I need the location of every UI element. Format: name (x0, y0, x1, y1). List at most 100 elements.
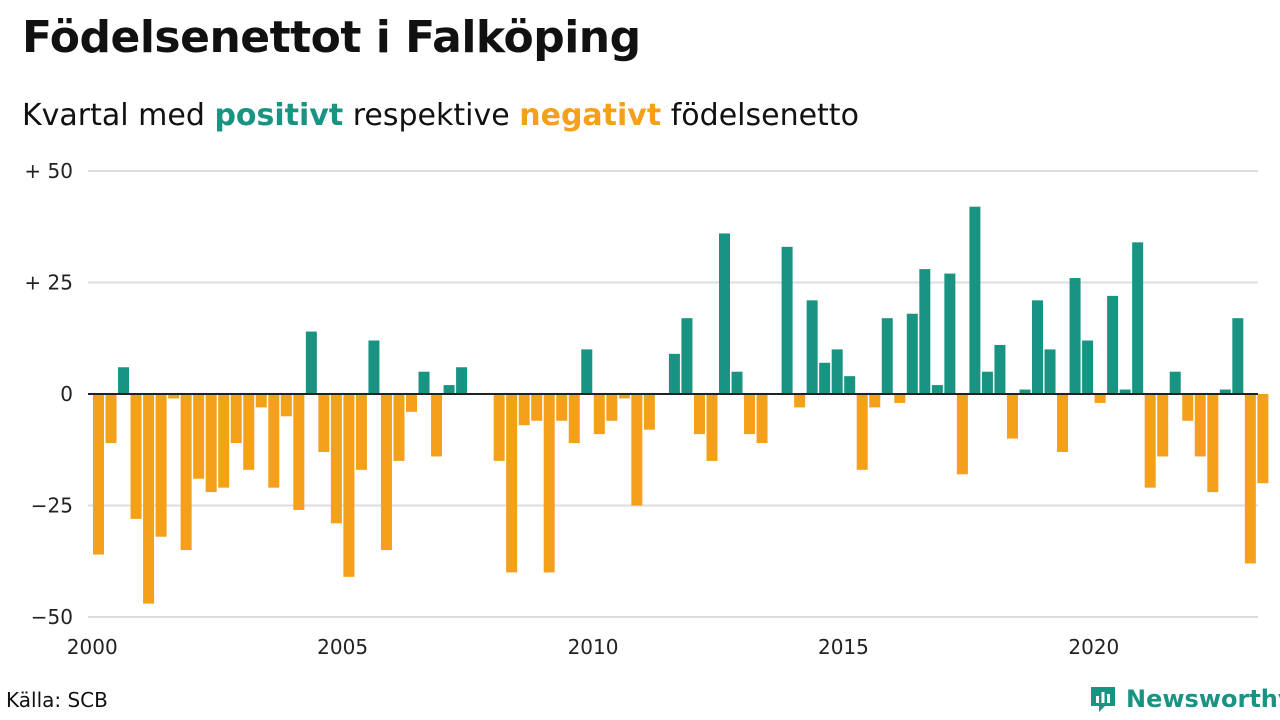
bar-negative (406, 394, 417, 412)
bar-positive (581, 349, 593, 394)
bar-positive (443, 385, 455, 394)
bar-negative (956, 394, 968, 475)
bar-negative (1144, 394, 1156, 488)
bar-negative (506, 394, 518, 573)
bar-negative (280, 394, 292, 417)
bar-positive (906, 313, 918, 394)
newsworthy-logo: Newsworthy (1088, 684, 1280, 714)
y-tick-label: −25 (31, 494, 73, 518)
bar-negative (330, 394, 342, 524)
bar-negative (531, 394, 543, 421)
newsworthy-logo-icon (1091, 687, 1115, 712)
bar-positive (1119, 389, 1131, 394)
bar-negative (556, 394, 568, 421)
bar-negative (894, 394, 906, 403)
bar-negative (856, 394, 868, 470)
bar-negative (293, 394, 305, 510)
bar-negative (180, 394, 192, 551)
subtitle-negative: negativt (519, 98, 662, 133)
bar-positive (944, 273, 956, 394)
bar-positive (681, 318, 693, 394)
bar-positive (418, 371, 430, 394)
bar-negative (1244, 394, 1256, 564)
bar-negative (168, 394, 180, 399)
bar-negative (618, 394, 630, 399)
bar-negative (1182, 394, 1194, 421)
bar-negative (518, 394, 530, 426)
bar-negative (431, 394, 443, 457)
bar-positive (1169, 371, 1181, 394)
bar-negative (794, 394, 806, 408)
y-tick-label: + 25 (24, 271, 73, 295)
y-tick-label: 0 (60, 382, 73, 406)
bar-positive (981, 371, 993, 394)
bar-positive (844, 376, 856, 394)
bar-negative (1257, 394, 1269, 484)
bar-negative (1057, 394, 1069, 452)
bar-positive (819, 362, 831, 394)
bar-negative (193, 394, 205, 479)
chart-subtitle: Kvartal med positivt respektive negativt… (22, 98, 859, 133)
bar-positive (1019, 389, 1031, 394)
bar-negative (1006, 394, 1018, 439)
gridlines (88, 170, 1258, 618)
bar-positive (668, 353, 680, 394)
bar-positive (831, 349, 843, 394)
x-axis-ticks: 2000 2005 2010 2015 2020 (67, 635, 1120, 659)
bar-negative (756, 394, 768, 444)
bar-negative (105, 394, 117, 444)
y-tick-label: + 50 (24, 159, 73, 183)
bar-negative (355, 394, 367, 470)
bar-negative (243, 394, 255, 470)
bar-positive (994, 344, 1006, 394)
bar-negative (706, 394, 718, 461)
bar-positive (719, 233, 730, 394)
bar-negative (93, 394, 104, 555)
bars (93, 206, 1269, 604)
bar-negative (1094, 394, 1106, 403)
bar-positive (1232, 318, 1244, 394)
bar-negative (606, 394, 618, 421)
bar-positive (781, 246, 793, 394)
bar-negative (143, 394, 155, 604)
bar-negative (205, 394, 217, 493)
subtitle-prefix: Kvartal med (22, 98, 205, 133)
bar-positive (305, 331, 317, 394)
bar-positive (118, 367, 130, 394)
bar-negative (693, 394, 705, 435)
bar-negative (1207, 394, 1219, 493)
bar-positive (1044, 349, 1056, 394)
bar-positive (1032, 300, 1043, 394)
bar-negative (393, 394, 405, 461)
bar-negative (268, 394, 280, 488)
x-tick-label: 2015 (818, 635, 869, 659)
bar-positive (806, 300, 818, 394)
bar-negative (130, 394, 142, 519)
bar-negative (318, 394, 330, 452)
bar-negative (218, 394, 230, 488)
brand-name: Newsworthy (1126, 685, 1280, 713)
x-tick-label: 2010 (568, 635, 619, 659)
subtitle-positive: positivt (214, 98, 344, 133)
bar-positive (1132, 242, 1144, 394)
subtitle-suffix: födelsenetto (670, 98, 859, 133)
y-axis-ticks: + 50 + 25 0 −25 −50 (24, 159, 73, 629)
bar-positive (731, 371, 743, 394)
x-tick-label: 2005 (317, 635, 368, 659)
bar-negative (255, 394, 267, 408)
bar-negative (343, 394, 355, 577)
chart-title: Födelsenettot i Falköping (22, 12, 641, 63)
bar-negative (380, 394, 392, 551)
bar-positive (1107, 295, 1119, 394)
bar-positive (456, 367, 468, 394)
bar-positive (1082, 340, 1094, 394)
bar-positive (969, 206, 981, 394)
bar-negative (593, 394, 605, 435)
x-tick-label: 2020 (1068, 635, 1119, 659)
bar-negative (643, 394, 655, 430)
bar-negative (230, 394, 242, 444)
bar-negative (1194, 394, 1206, 457)
y-tick-label: −50 (31, 605, 73, 629)
bar-positive (368, 340, 380, 394)
